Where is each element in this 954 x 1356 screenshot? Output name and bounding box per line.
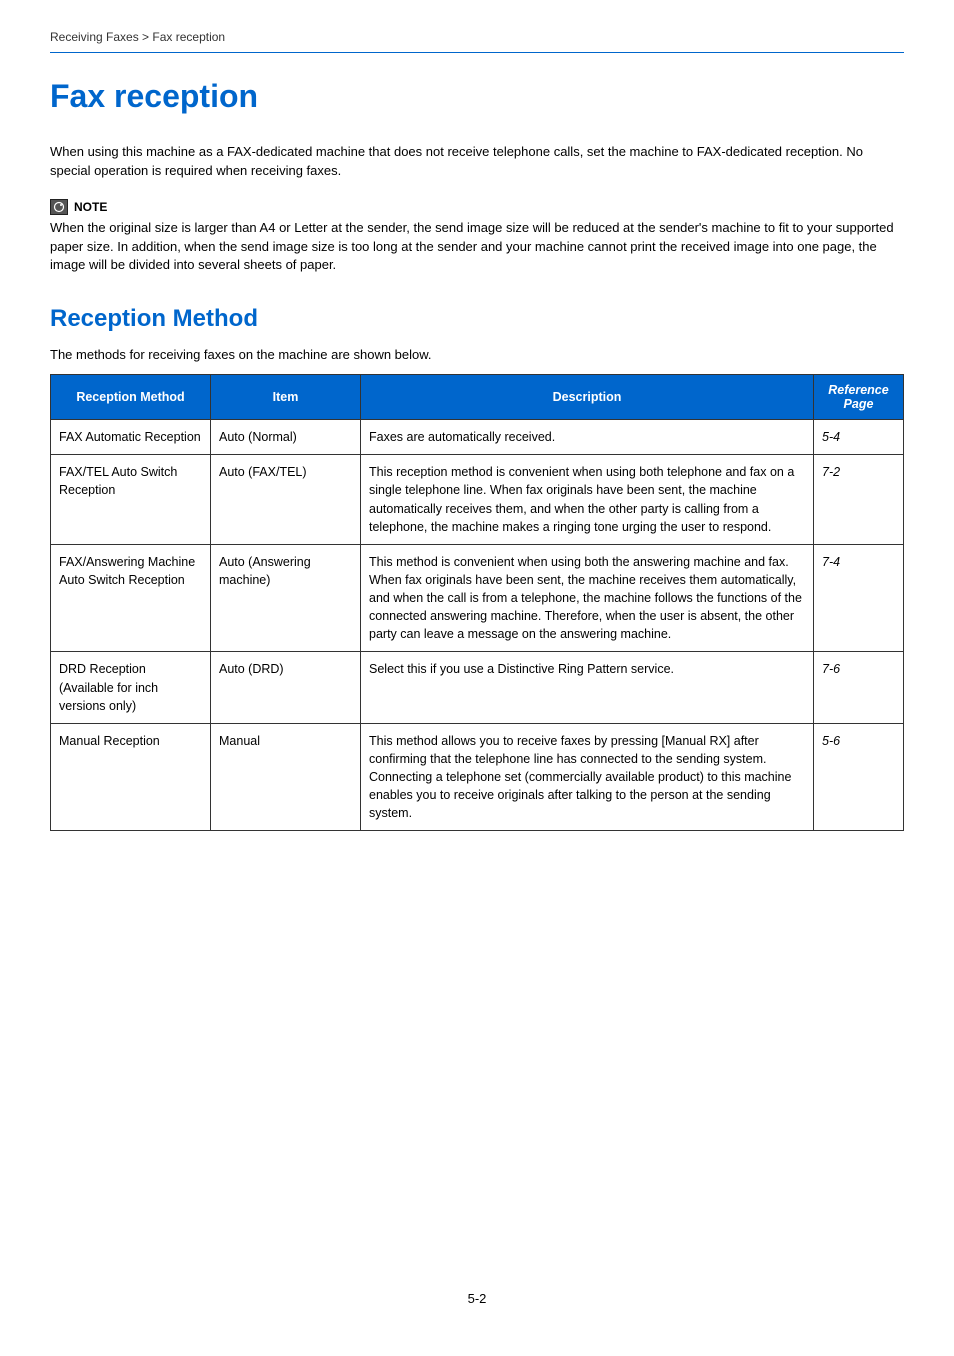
cell-description: This method allows you to receive faxes … — [361, 723, 814, 831]
table-row: FAX Automatic Reception Auto (Normal) Fa… — [51, 420, 904, 455]
header-reference: Reference Page — [814, 375, 904, 420]
cell-description: This method is convenient when using bot… — [361, 544, 814, 652]
cell-method: FAX/Answering Machine Auto Switch Recept… — [51, 544, 211, 652]
cell-item: Manual — [211, 723, 361, 831]
table-header-row: Reception Method Item Description Refere… — [51, 375, 904, 420]
cell-description: Faxes are automatically received. — [361, 420, 814, 455]
note-text: When the original size is larger than A4… — [50, 219, 904, 276]
cell-description: This reception method is convenient when… — [361, 455, 814, 545]
cell-reference: 7-4 — [814, 544, 904, 652]
note-header: NOTE — [50, 199, 904, 215]
intro-paragraph: When using this machine as a FAX-dedicat… — [50, 143, 904, 181]
cell-item: Auto (FAX/TEL) — [211, 455, 361, 545]
cell-method: DRD Reception (Available for inch versio… — [51, 652, 211, 723]
note-label: NOTE — [74, 200, 107, 214]
header-description: Description — [361, 375, 814, 420]
divider-line — [50, 52, 904, 53]
reception-method-table: Reception Method Item Description Refere… — [50, 374, 904, 831]
cell-method: FAX/TEL Auto Switch Reception — [51, 455, 211, 545]
table-row: DRD Reception (Available for inch versio… — [51, 652, 904, 723]
table-row: FAX/TEL Auto Switch Reception Auto (FAX/… — [51, 455, 904, 545]
cell-item: Auto (Normal) — [211, 420, 361, 455]
table-row: Manual Reception Manual This method allo… — [51, 723, 904, 831]
section-desc: The methods for receiving faxes on the m… — [50, 347, 904, 362]
cell-description: Select this if you use a Distinctive Rin… — [361, 652, 814, 723]
header-method: Reception Method — [51, 375, 211, 420]
note-box: NOTE When the original size is larger th… — [50, 199, 904, 276]
table-row: FAX/Answering Machine Auto Switch Recept… — [51, 544, 904, 652]
breadcrumb: Receiving Faxes > Fax reception — [50, 30, 904, 44]
cell-item: Auto (Answering machine) — [211, 544, 361, 652]
cell-reference: 7-2 — [814, 455, 904, 545]
cell-reference: 5-4 — [814, 420, 904, 455]
cell-reference: 7-6 — [814, 652, 904, 723]
cell-method: FAX Automatic Reception — [51, 420, 211, 455]
section-title: Reception Method — [50, 305, 904, 333]
header-item: Item — [211, 375, 361, 420]
page-title: Fax reception — [50, 78, 904, 115]
cell-method: Manual Reception — [51, 723, 211, 831]
page-number: 5-2 — [50, 1291, 904, 1306]
cell-item: Auto (DRD) — [211, 652, 361, 723]
note-icon — [50, 199, 68, 215]
cell-reference: 5-6 — [814, 723, 904, 831]
